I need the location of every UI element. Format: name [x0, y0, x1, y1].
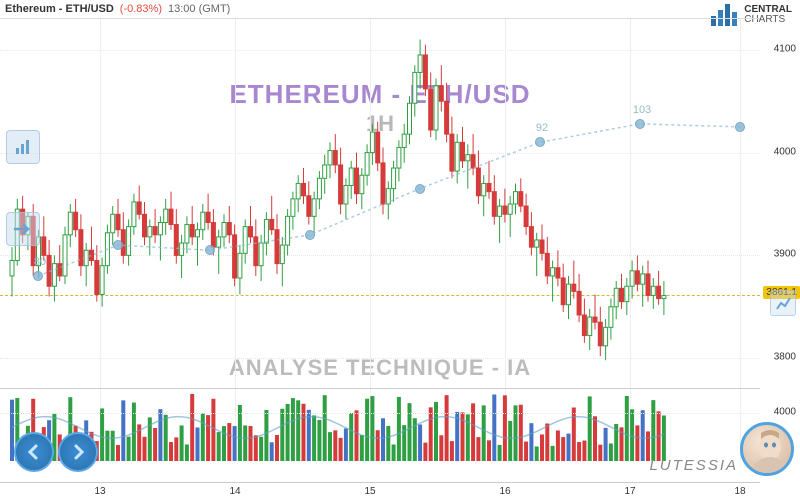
y-tick-label: 3900	[774, 249, 796, 260]
indicator-tool-button[interactable]	[6, 212, 40, 246]
candlestick-chart[interactable]: ETHEREUM - ETH/USD 1H ANALYSE TECHNIQUE …	[0, 18, 760, 388]
nav-forward-button[interactable]	[58, 432, 98, 472]
chart-header: Ethereum - ETH/USD (-0.83%) 13:00 (GMT)	[0, 0, 800, 18]
compare-tool-button[interactable]	[6, 130, 40, 164]
x-tick-label: 15	[364, 486, 375, 497]
x-tick-label: 16	[499, 486, 510, 497]
y-tick-label: 4100	[774, 43, 796, 54]
timestamp: 13:00 (GMT)	[168, 3, 230, 15]
nav-buttons	[14, 432, 98, 472]
assistant-avatar[interactable]	[740, 422, 794, 476]
time-axis: 13 14 15 16 17 18	[0, 482, 760, 500]
price-axis: 38003900400041003861.1	[760, 18, 800, 388]
y-tick-label: 3800	[774, 352, 796, 363]
chart-type-button[interactable]	[770, 290, 796, 316]
chart-toolbar	[6, 130, 40, 246]
x-tick-label: 18	[734, 486, 745, 497]
volume-chart[interactable]	[0, 388, 760, 460]
price-change: (-0.83%)	[120, 3, 162, 15]
x-tick-label: 17	[624, 486, 635, 497]
x-tick-label: 14	[229, 486, 240, 497]
nav-back-button[interactable]	[14, 432, 54, 472]
instrument-title: Ethereum - ETH/USD	[5, 3, 114, 15]
lutessia-label: LUTESSIA	[649, 457, 738, 474]
x-tick-label: 13	[94, 486, 105, 497]
y-tick-label: 4000	[774, 146, 796, 157]
